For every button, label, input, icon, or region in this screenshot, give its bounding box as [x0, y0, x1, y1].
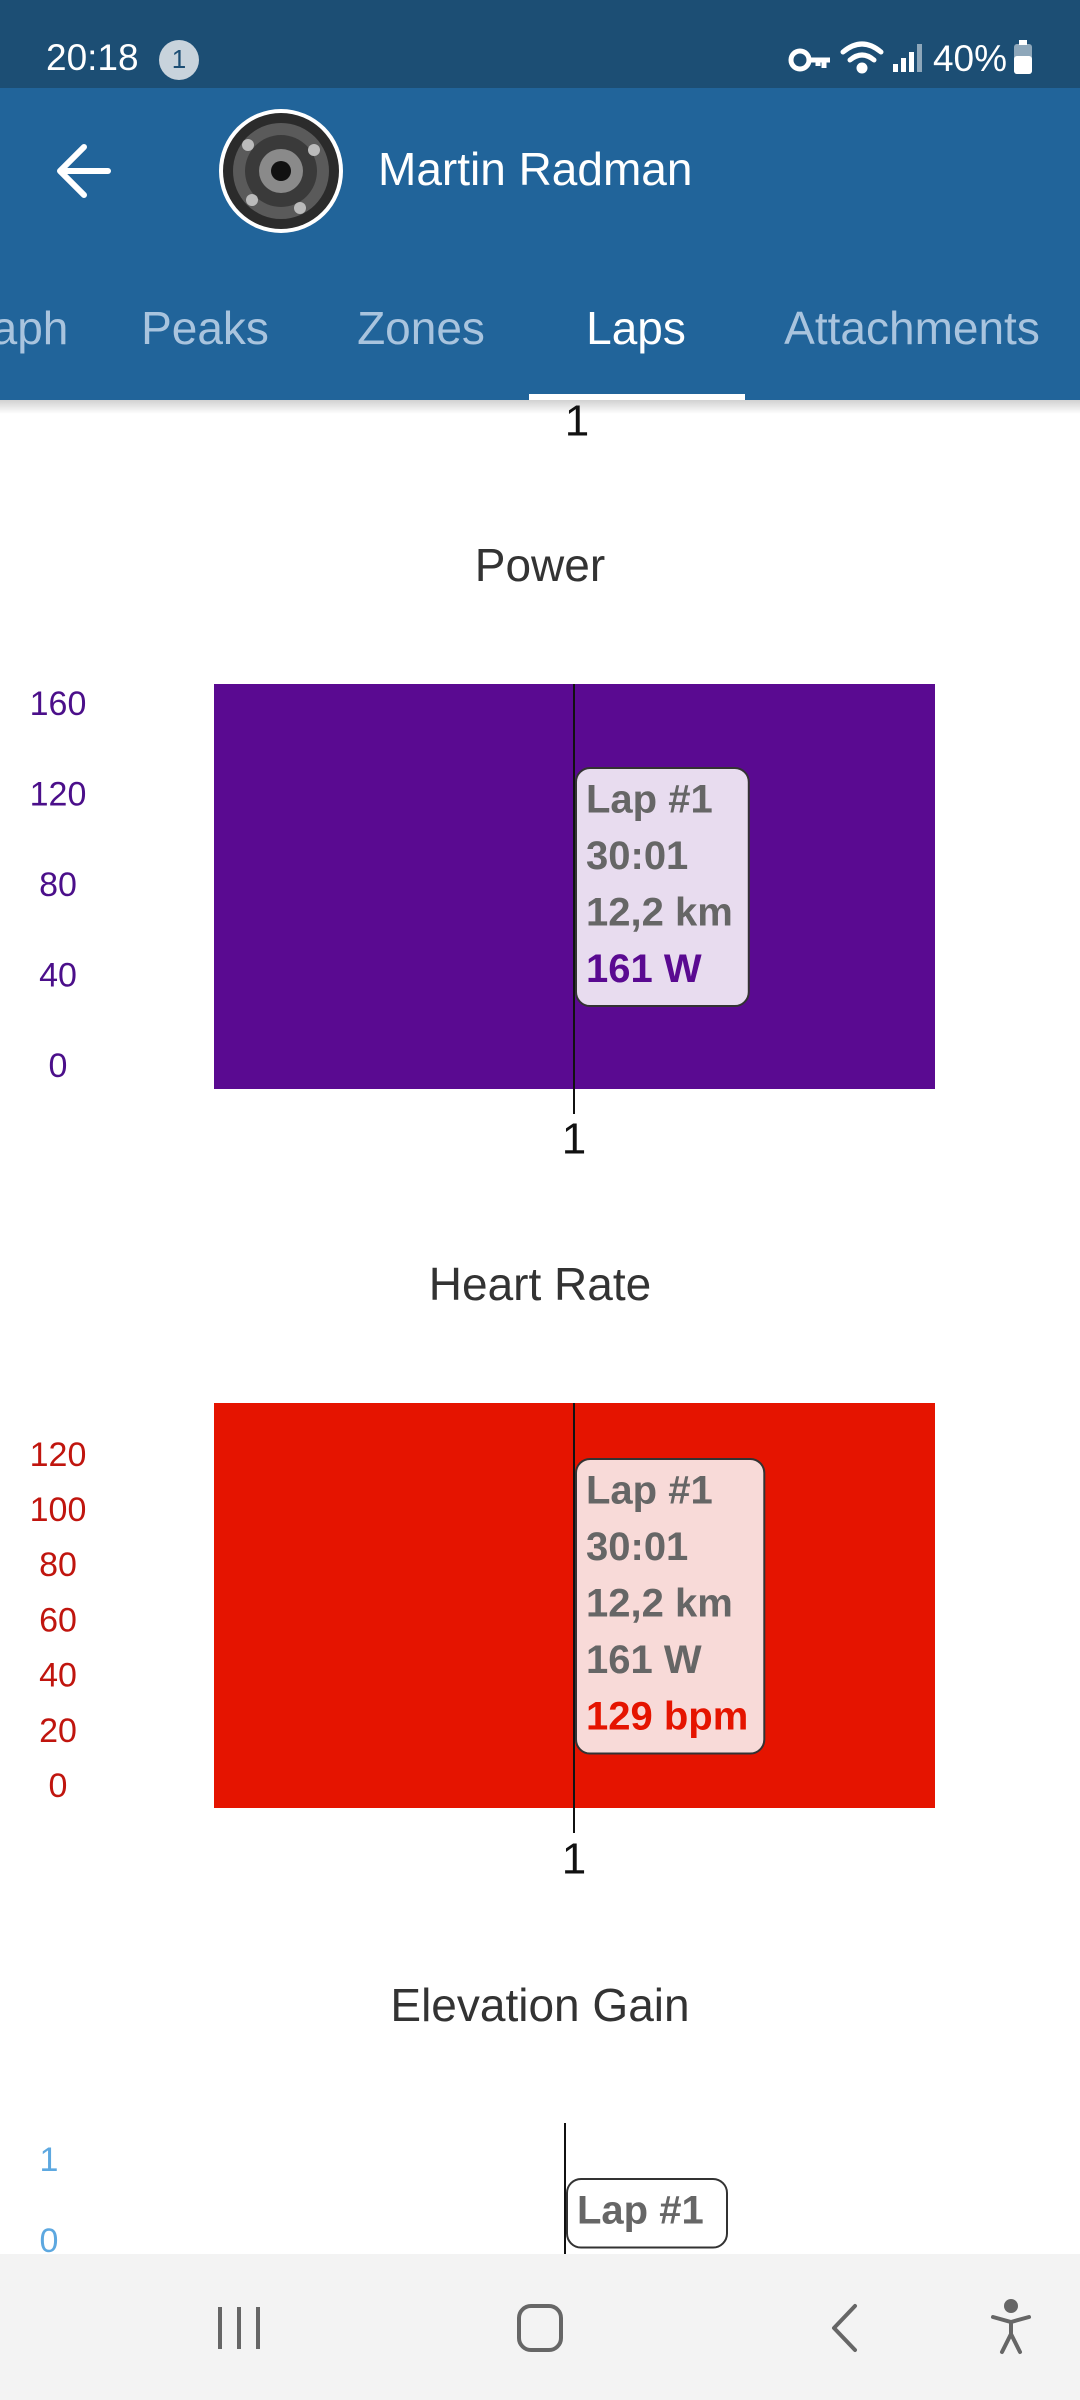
y-tick-label: 120 — [30, 1436, 87, 1474]
y-tick-label: 80 — [39, 1546, 77, 1584]
tab[interactable]: aph — [0, 302, 68, 354]
y-tick-label: 0 — [49, 1767, 68, 1805]
notification-badge — [159, 40, 199, 80]
x-tick-label: 1 — [562, 1835, 586, 1884]
tab[interactable]: Peaks — [141, 302, 269, 354]
chart-title: Heart Rate — [429, 1258, 651, 1310]
clock: 20:18 — [46, 37, 139, 78]
y-tick-label: 1 — [40, 2141, 59, 2179]
app-bar-shadow — [0, 400, 1080, 414]
y-tick-label: 160 — [30, 685, 87, 723]
tooltip-line: Lap #1 — [586, 1469, 713, 1513]
tooltip: Lap #1 — [566, 2178, 728, 2249]
tooltip-line: Lap #1 — [586, 778, 713, 822]
wifi-icon — [840, 41, 884, 74]
tab[interactable]: Attachments — [784, 302, 1040, 354]
chart-title: Elevation Gain — [390, 1979, 689, 2031]
accessibility-button[interactable] — [991, 2299, 1031, 2354]
y-tick-label: 100 — [30, 1491, 87, 1529]
athlete-name: Martin Radman — [378, 143, 692, 195]
battery-percent: 40% — [933, 38, 1007, 79]
y-tick-label: 20 — [39, 1712, 77, 1750]
notification-count: 1 — [172, 44, 186, 74]
chart-title: Power — [475, 539, 605, 591]
y-tick-label: 40 — [39, 957, 77, 995]
chart: Elevation Gain 0 1 Lap #1 — [40, 1979, 728, 2260]
avatar[interactable] — [219, 109, 343, 233]
recents-button[interactable] — [218, 2307, 260, 2349]
tooltip-line: 12,2 km — [586, 1582, 733, 1626]
tab[interactable]: Zones — [357, 302, 485, 354]
battery-icon — [1014, 40, 1032, 74]
chart: Power 0 40 80 120 160 1 Lap #1 30:01 12,2 km 161 W — [30, 539, 935, 1164]
tooltip: Lap #1 30:01 12,2 km 161 W — [575, 767, 750, 1007]
tooltip: Lap #1 30:01 12,2 km 161 W 129 bpm — [575, 1458, 766, 1755]
y-tick-label: 0 — [49, 1047, 68, 1085]
tooltip-value: 129 bpm — [586, 1695, 748, 1739]
back-button[interactable] — [57, 144, 111, 198]
app-bar — [0, 88, 1080, 400]
tab-indicator — [529, 394, 745, 400]
y-tick-label: 60 — [39, 1601, 77, 1639]
back-nav-button[interactable] — [832, 2304, 857, 2352]
navigation-bar — [0, 2254, 1080, 2400]
y-tick-label: 40 — [39, 1657, 77, 1695]
tooltip-line: Lap #1 — [577, 2189, 704, 2233]
tooltip-line: 161 W — [586, 1638, 702, 1682]
tab-bar: aph Peaks Zones Laps Attachments — [0, 302, 1040, 400]
vpn-key-icon — [788, 48, 830, 72]
tooltip-line: 12,2 km — [586, 891, 733, 935]
y-tick-label: 120 — [30, 776, 87, 814]
x-tick-label: 1 — [562, 1115, 586, 1164]
tooltip-box — [575, 1458, 766, 1755]
chart: Heart Rate 0 20 40 60 80 100 120 1 Lap #1 30:01 12,… — [30, 1258, 935, 1884]
tooltip-box — [566, 2178, 728, 2249]
signal-icon — [893, 44, 922, 72]
y-tick-label: 80 — [39, 866, 77, 904]
home-button[interactable] — [517, 2304, 563, 2352]
tooltip-line: 30:01 — [586, 1525, 688, 1569]
tooltip-box — [575, 767, 750, 1007]
tab[interactable]: Laps — [586, 302, 686, 354]
tooltip-value: 161 W — [586, 947, 702, 991]
y-tick-label: 0 — [40, 2222, 59, 2260]
tooltip-line: 30:01 — [586, 834, 688, 878]
